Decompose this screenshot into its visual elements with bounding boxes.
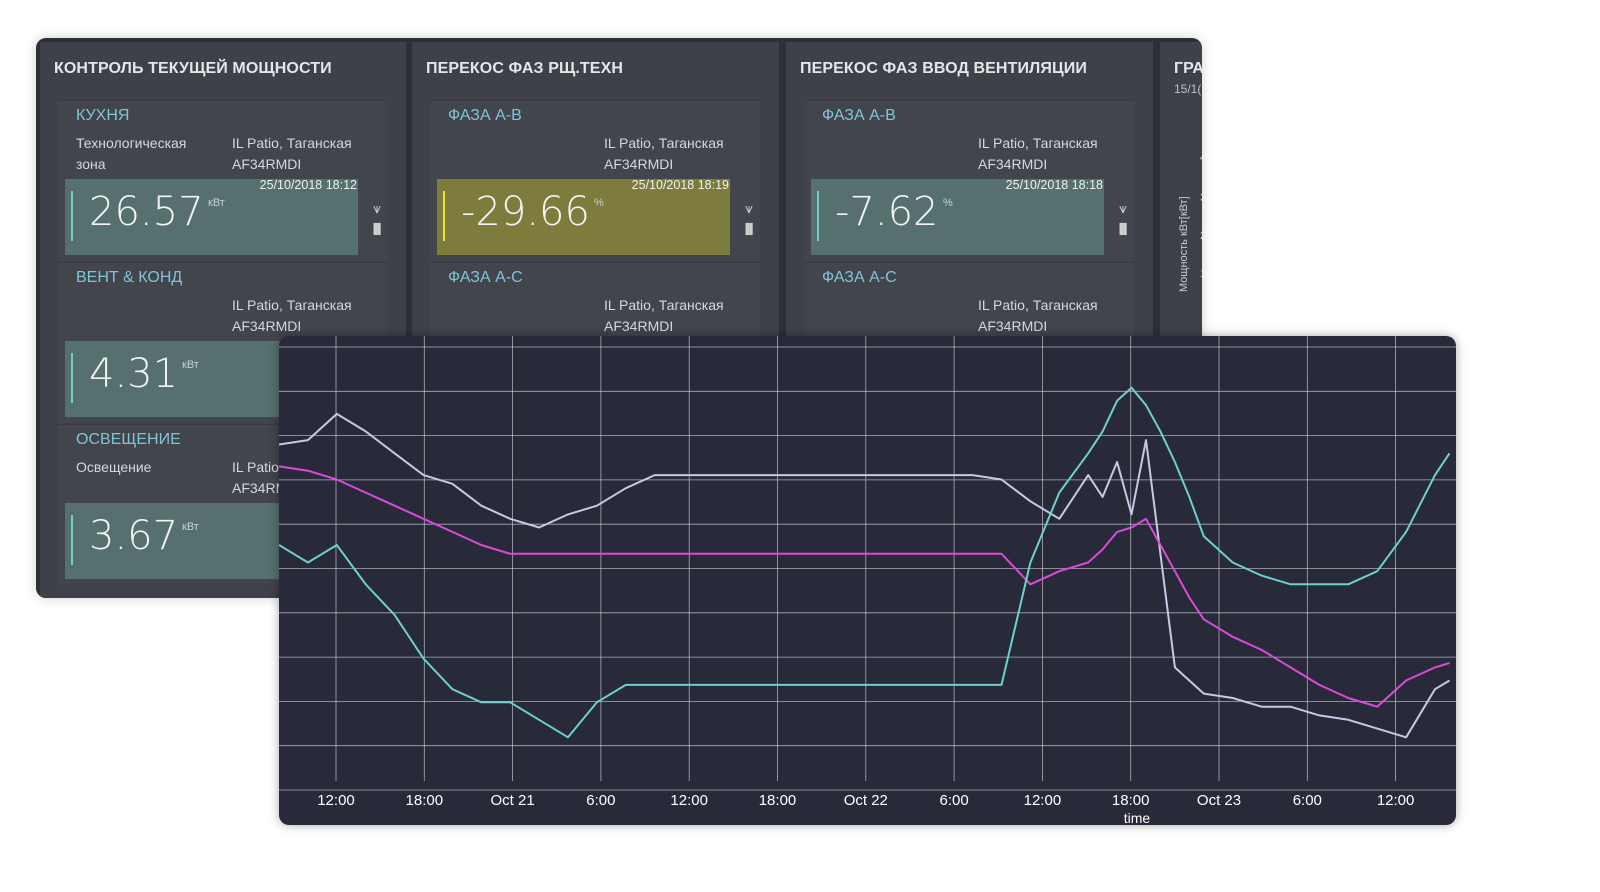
status-bar <box>817 191 819 241</box>
card-name[interactable]: ОСВЕЩЕНИЕ <box>76 431 181 448</box>
card-actions: ⩛ ▐▌ <box>742 197 756 241</box>
timestamp: 25/10/2018 18:18 <box>1005 178 1103 192</box>
status-bar <box>71 353 73 403</box>
line-chart-icon[interactable]: ⩛ <box>745 200 753 216</box>
x-tick-label: Oct 21 <box>491 792 535 809</box>
status-bar <box>71 515 73 565</box>
x-tick-label: 12:00 <box>1024 792 1062 809</box>
timestamp: 25/10/2018 18:19 <box>631 178 729 192</box>
panel-title: ПЕРЕКОС ФАЗ РЩ.ТЕХН <box>426 60 624 77</box>
current-value: 3.67 <box>89 513 179 559</box>
card-actions: ⩛ ▐▌ <box>370 197 384 241</box>
bar-chart-icon[interactable]: ▐▌ <box>1116 224 1131 235</box>
panel-title: ПЕРЕКОС ФАЗ ВВОД ВЕНТИЛЯЦИИ <box>800 60 1087 77</box>
card-location: IL Patio, Таганская AF34RMDI <box>978 297 1098 334</box>
line-chart-icon[interactable]: ⩛ <box>1119 200 1127 216</box>
x-tick-label: 12:00 <box>670 792 708 809</box>
x-tick-label: 6:00 <box>586 792 615 809</box>
graph-y-tick: 1 <box>1200 268 1202 280</box>
meter-card[interactable]: ФАЗА А-В IL Patio, Таганская AF34RMDI 25/1… <box>430 100 760 261</box>
x-tick-label: 12:00 <box>1377 792 1415 809</box>
x-tick-label: 6:00 <box>1293 792 1322 809</box>
graph-panel-date: 15/1( <box>1174 82 1202 96</box>
card-name[interactable]: КУХНЯ <box>76 107 130 124</box>
graph-y-axis-label: Мощность кВт[кВт] <box>1178 196 1190 292</box>
unit-label: % <box>943 197 953 209</box>
graph-y-tick: 4 <box>1200 152 1202 164</box>
bar-chart-icon[interactable]: ▐▌ <box>742 224 757 235</box>
card-location: IL Patio, Таганская AF34RMDI <box>232 135 352 172</box>
x-tick-label: Oct 22 <box>844 792 888 809</box>
x-tick-label: 18:00 <box>759 792 797 809</box>
bar-chart-icon[interactable]: ▐▌ <box>370 224 385 235</box>
current-value: -7.62 <box>835 189 939 235</box>
timestamp: 25/10/2018 18:12 <box>259 178 357 192</box>
card-name[interactable]: ВЕНТ & КОНД <box>76 269 183 286</box>
x-tick-label: 12:00 <box>317 792 355 809</box>
series-line-2 <box>279 386 1451 739</box>
x-axis-label: time <box>1124 810 1151 825</box>
power-chart[interactable]: 12:00 18:00 Oct 21 6:00 12:00 18:00 Oct 22 6:00… <box>279 336 1456 825</box>
value-tile[interactable]: 25/10/2018 18:19 -29.66% <box>437 178 730 255</box>
status-bar <box>443 191 445 241</box>
current-value: -29.66 <box>461 189 590 235</box>
card-name[interactable]: ФАЗА А-В <box>822 107 896 124</box>
unit-label: кВт <box>208 197 225 209</box>
current-value: 26.57 <box>89 189 204 235</box>
card-name[interactable]: ФАЗА А-С <box>448 269 523 286</box>
graph-panel-title: ГРА <box>1174 60 1202 77</box>
unit-label: % <box>594 197 604 209</box>
chart-canvas: 12:00 18:00 Oct 21 6:00 12:00 18:00 Oct 22 6:00… <box>279 336 1456 825</box>
card-name[interactable]: ФАЗА А-С <box>822 269 897 286</box>
graph-y-tick: 3 <box>1200 192 1202 204</box>
card-location: IL Patio, Таганская AF34RMDI <box>978 135 1098 172</box>
series-line-1 <box>279 465 1450 708</box>
meter-card[interactable]: ФАЗА А-В IL Patio, Таганская AF34RMDI 25/1… <box>804 100 1134 261</box>
meter-card[interactable]: КУХНЯ Технологическая зона IL Patio, Таган… <box>58 100 388 261</box>
card-description: Освещение <box>76 459 152 475</box>
card-location: IL Patio, Таганская AF34RMDI <box>232 297 352 334</box>
x-tick-label: 6:00 <box>939 792 968 809</box>
x-tick-label: 18:00 <box>406 792 444 809</box>
card-location: IL Patio, Таганская AF34RMDI <box>604 297 724 334</box>
value-tile[interactable]: 25/10/2018 18:18 -7.62% <box>811 178 1104 255</box>
x-tick-label: Oct 23 <box>1197 792 1241 809</box>
line-chart-icon[interactable]: ⩛ <box>373 200 381 216</box>
card-description: Технологическая зона <box>76 135 187 172</box>
dashboard-window: КОНТРОЛЬ ТЕКУЩЕЙ МОЩНОСТИ КУХНЯ Технологи… <box>36 38 1202 598</box>
x-tick-label: 18:00 <box>1112 792 1150 809</box>
unit-label: кВт <box>182 359 199 371</box>
value-tile[interactable]: 25/10/2018 18:12 26.57 кВт <box>65 178 358 255</box>
series-line-0 <box>279 412 1451 739</box>
panel-title: КОНТРОЛЬ ТЕКУЩЕЙ МОЩНОСТИ <box>54 60 332 77</box>
status-bar <box>71 191 73 241</box>
card-actions: ⩛ ▐▌ <box>1116 197 1130 241</box>
card-location: IL Patio, Таганская AF34RMDI <box>604 135 724 172</box>
card-name[interactable]: ФАЗА А-В <box>448 107 522 124</box>
graph-y-tick: 2 <box>1200 230 1202 242</box>
current-value: 4.31 <box>89 351 179 397</box>
unit-label: кВт <box>182 521 199 533</box>
